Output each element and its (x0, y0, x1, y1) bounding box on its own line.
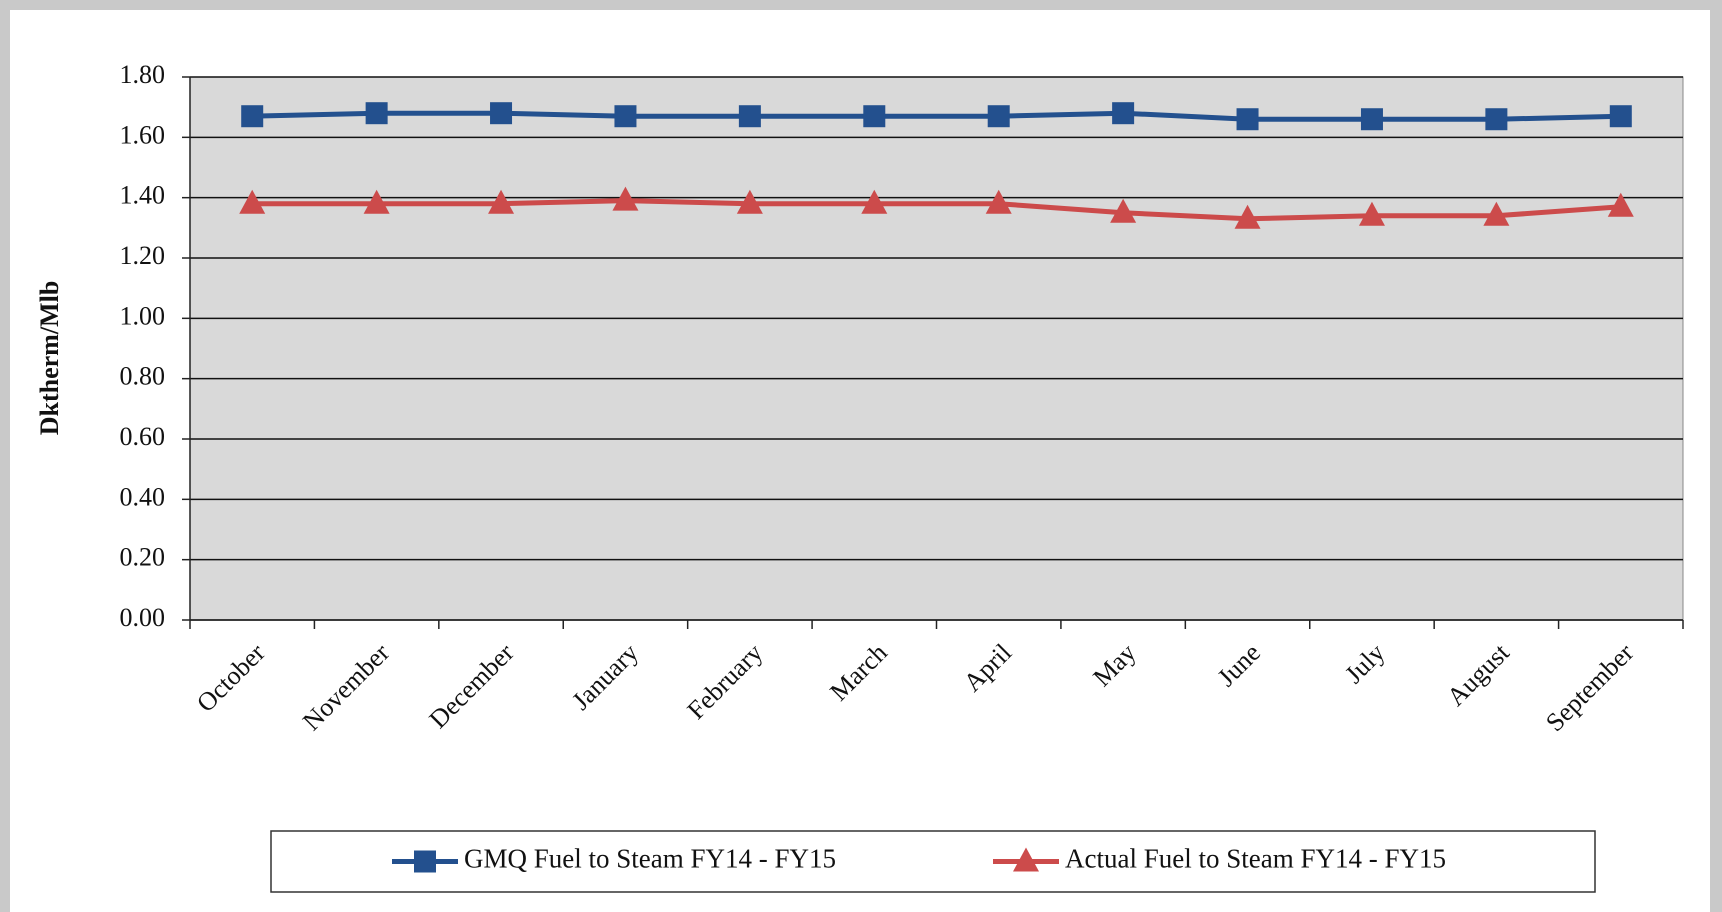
point-marker (738, 105, 761, 128)
point-marker (1485, 108, 1508, 131)
y-tick-label: 1.80 (120, 60, 166, 89)
point-marker (239, 189, 266, 214)
y-tick-label: 0.60 (120, 422, 166, 451)
point-marker (488, 189, 515, 214)
point-marker (861, 189, 888, 214)
legend-marker (414, 850, 436, 873)
point-marker (1360, 108, 1383, 131)
point-marker (612, 186, 639, 211)
point-marker (1609, 105, 1632, 128)
point-marker (1112, 102, 1135, 125)
plot-area (189, 76, 1684, 621)
y-tick-label: 0.80 (120, 362, 166, 391)
point-marker (1236, 108, 1259, 131)
y-tick-label: 1.20 (120, 241, 166, 270)
y-tick-label: 1.00 (120, 301, 166, 330)
legend-box (270, 830, 1596, 893)
point-marker (363, 189, 390, 214)
y-axis-label: Dktherm/Mlb (35, 281, 64, 436)
point-marker (1110, 198, 1137, 223)
y-tick-label: 1.40 (120, 181, 166, 210)
y-tick-label: 0.00 (120, 603, 166, 632)
point-marker (987, 105, 1010, 128)
point-marker (490, 102, 513, 125)
point-marker (614, 105, 637, 128)
point-marker (1358, 201, 1385, 226)
series-line (252, 198, 1621, 222)
point-marker (365, 102, 388, 125)
y-tick-label: 0.40 (120, 482, 166, 511)
legend-label: Actual Fuel to Steam FY14 - FY15 (1065, 844, 1446, 874)
point-marker (736, 189, 763, 214)
y-tick-label: 1.60 (120, 120, 166, 149)
point-marker (985, 189, 1012, 214)
point-marker (1234, 204, 1261, 229)
series-line (252, 110, 1621, 122)
legend-label: GMQ Fuel to Steam FY14 - FY15 (464, 844, 836, 874)
point-marker (241, 105, 264, 128)
point-marker (1483, 201, 1510, 226)
y-tick-label: 0.20 (120, 543, 166, 572)
legend-marker (1013, 847, 1039, 872)
point-marker (1607, 192, 1634, 217)
point-marker (863, 105, 886, 128)
